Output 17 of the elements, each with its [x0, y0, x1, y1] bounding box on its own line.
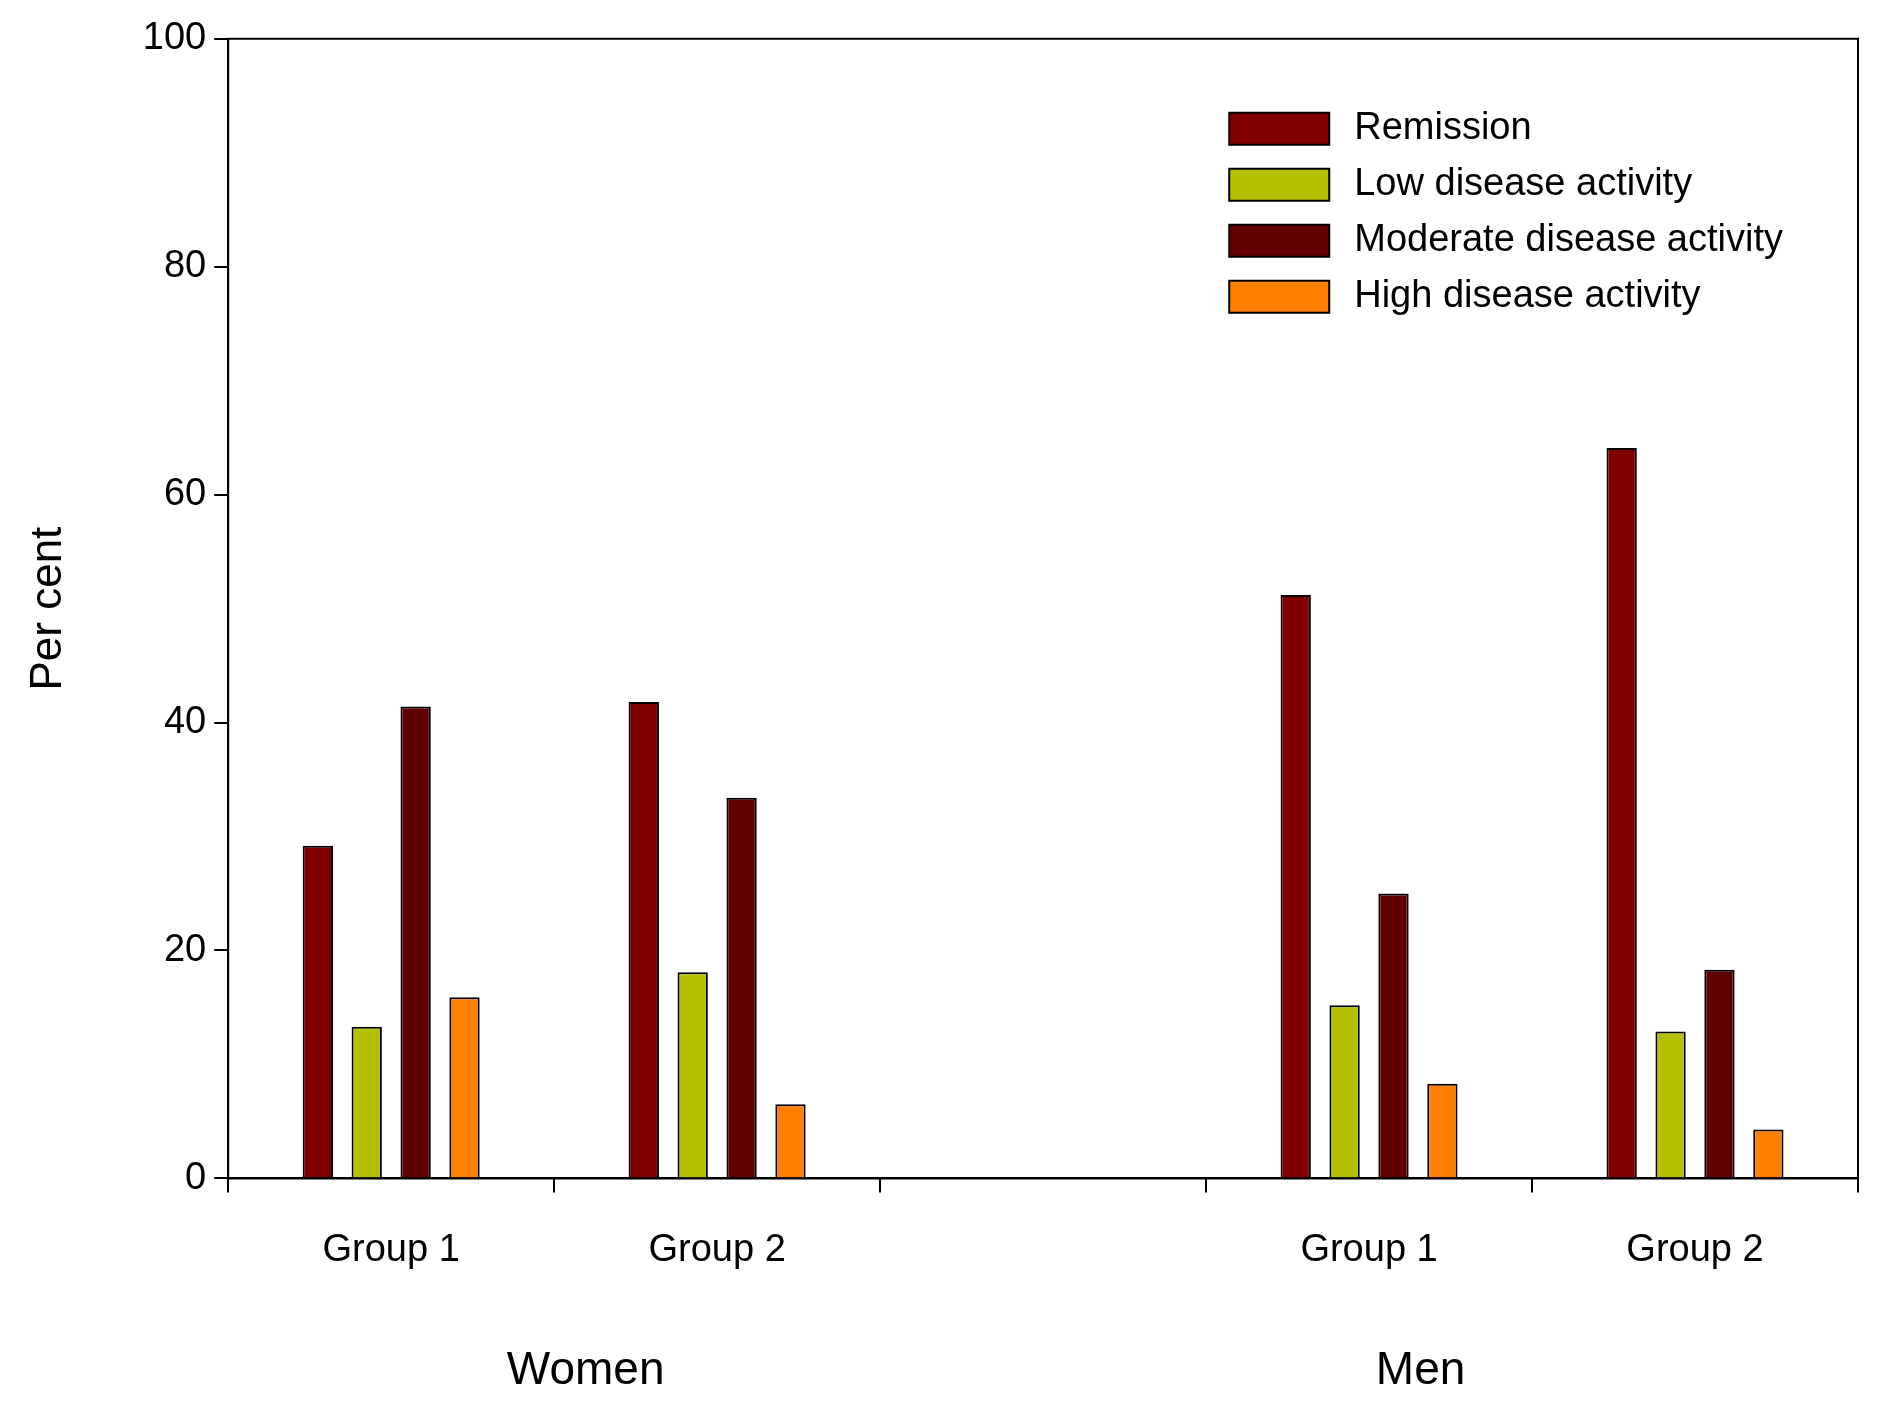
x-tick-label: Group 1 [322, 1226, 460, 1269]
y-tick-label: 80 [163, 243, 207, 286]
legend-label: Moderate disease activity [1354, 217, 1783, 260]
x-tick-label: Group 1 [1300, 1226, 1438, 1269]
legend-label: High disease activity [1354, 273, 1701, 316]
y-tick-label: 40 [163, 699, 207, 742]
y-tick-label: 0 [185, 1154, 207, 1197]
legend-label: Remission [1354, 105, 1532, 148]
x-tick-label: Group 2 [648, 1226, 786, 1269]
y-tick-label: 20 [163, 926, 207, 969]
y-axis-title: Per cent [20, 526, 70, 691]
text: Women [506, 1341, 665, 1394]
y-tick-label: 60 [163, 471, 207, 514]
text: Men [1375, 1341, 1466, 1394]
y-tick-label: 100 [142, 15, 207, 58]
legend-label: Low disease activity [1354, 161, 1693, 204]
x-tick-label: Group 2 [1626, 1226, 1764, 1269]
